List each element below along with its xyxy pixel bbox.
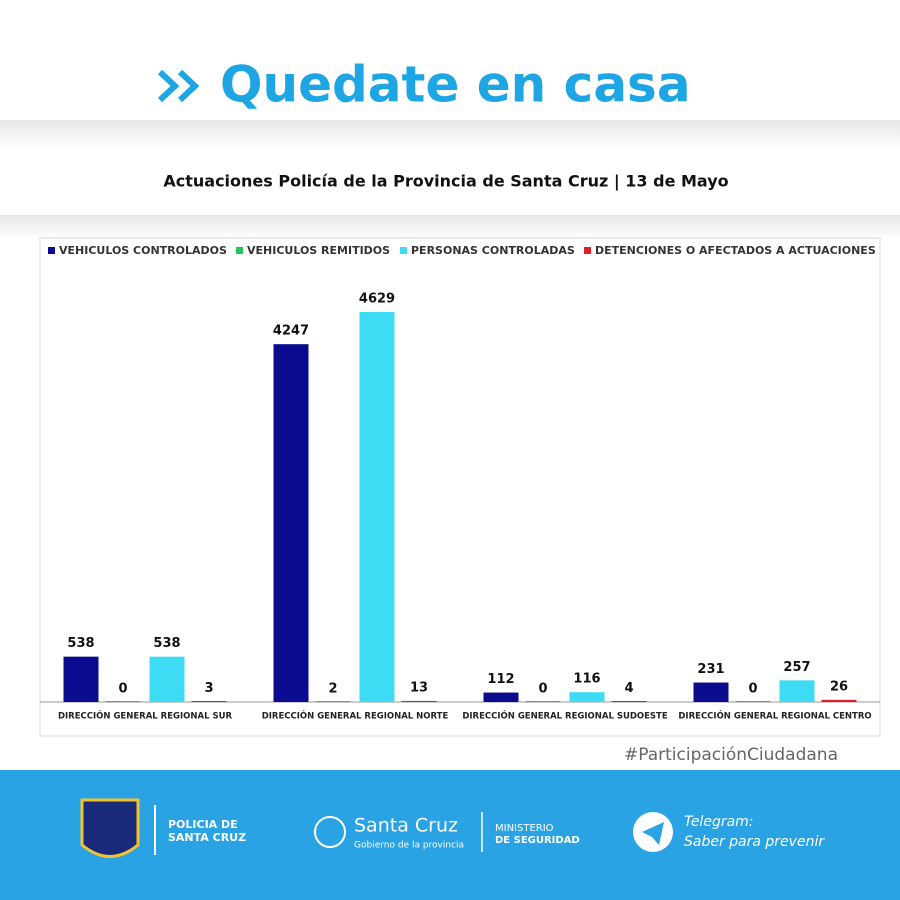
- bar: [483, 692, 519, 702]
- chevron: [157, 69, 180, 103]
- bar: [191, 701, 227, 702]
- government-subtitle: Gobierno de la provincia: [354, 841, 464, 851]
- header-title: Quedate en casa: [220, 56, 691, 114]
- ministry-line: MINISTERIO: [495, 823, 554, 834]
- legend-swatch: [236, 247, 243, 254]
- police-line: POLICIA DE: [168, 818, 238, 831]
- value-label: 26: [830, 679, 848, 694]
- bar: [525, 701, 561, 702]
- legend-label: DETENCIONES O AFECTADOS A ACTUACIONES: [595, 244, 876, 257]
- bar: [821, 699, 857, 702]
- x-tick-label: DIRECCIÓN GENERAL REGIONAL NORTE: [262, 710, 449, 722]
- chart-title: Actuaciones Policía de la Provincia de S…: [163, 172, 728, 192]
- shadow: [0, 120, 900, 150]
- telegram-line: Telegram:: [684, 814, 754, 830]
- value-label: 231: [697, 662, 724, 677]
- value-label: 4629: [359, 292, 395, 307]
- value-label: 3: [204, 681, 213, 696]
- hashtag: #ParticipaciónCiudadana: [624, 745, 838, 765]
- legend-swatch: [584, 247, 591, 254]
- value-label: 0: [118, 682, 127, 697]
- footer-band: [0, 770, 900, 900]
- bar: [401, 700, 437, 702]
- police-line: SANTA CRUZ: [168, 831, 246, 844]
- bar: [273, 344, 309, 702]
- x-tick-label: DIRECCIÓN GENERAL REGIONAL SUR: [58, 710, 233, 722]
- bar: [149, 656, 185, 702]
- government-name: Santa Cruz: [354, 815, 458, 837]
- value-label: 4247: [273, 324, 309, 339]
- bar: [63, 656, 99, 702]
- value-label: 538: [153, 636, 180, 651]
- bar: [779, 680, 815, 702]
- bar: [569, 692, 605, 702]
- bar: [611, 701, 647, 702]
- bar: [105, 701, 141, 702]
- bar: [315, 701, 351, 702]
- value-label: 2: [328, 681, 337, 696]
- bar: [735, 701, 771, 702]
- shadow: [0, 215, 900, 240]
- value-label: 257: [783, 660, 810, 675]
- legend-swatch: [400, 247, 407, 254]
- value-label: 112: [487, 672, 514, 687]
- value-label: 538: [67, 636, 94, 651]
- x-tick-label: DIRECCIÓN GENERAL REGIONAL CENTRO: [678, 710, 871, 722]
- police-logo: [80, 798, 140, 858]
- telegram-plane: [642, 822, 664, 845]
- value-label: 0: [748, 682, 757, 697]
- value-label: 116: [573, 672, 600, 687]
- legend-swatch: [48, 247, 55, 254]
- legend-label: VEHICULOS CONTROLADOS: [59, 244, 227, 257]
- chart-frame: [39, 237, 881, 737]
- value-label: 4: [624, 681, 633, 696]
- value-label: 0: [538, 682, 547, 697]
- bar: [359, 312, 395, 702]
- bar: [693, 682, 729, 702]
- province-logo: [314, 816, 346, 848]
- x-tick-label: DIRECCIÓN GENERAL REGIONAL SUDOESTE: [462, 710, 668, 722]
- value-label: 13: [410, 680, 428, 695]
- telegram-line: Saber para prevenir: [684, 834, 825, 850]
- legend-label: VEHICULOS REMITIDOS: [247, 244, 390, 257]
- legend-label: PERSONAS CONTROLADAS: [411, 244, 575, 257]
- ministry-line: DE SEGURIDAD: [495, 835, 580, 846]
- chevron: [177, 69, 200, 103]
